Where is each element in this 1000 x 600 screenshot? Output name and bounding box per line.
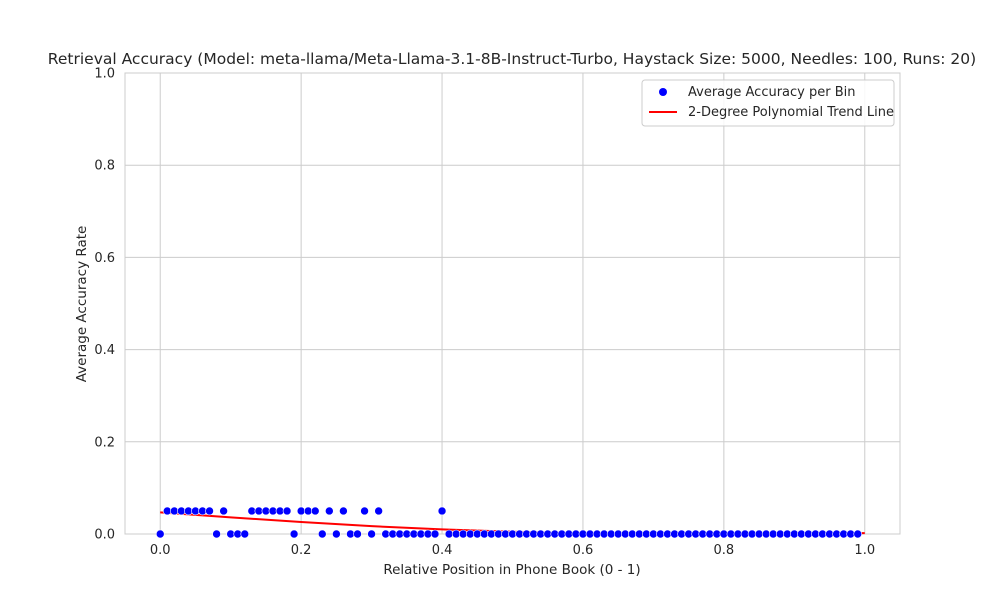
scatter-point xyxy=(317,529,327,539)
y-tick-label: 1.0 xyxy=(94,67,115,82)
x-axis-ticks: 0.0 0.2 0.4 0.6 0.8 1.0 xyxy=(150,543,875,558)
x-tick-label: 0.0 xyxy=(150,543,171,558)
scatter-point xyxy=(325,506,334,516)
y-tick-label: 0.6 xyxy=(94,251,115,266)
chart-title: Retrieval Accuracy (Model: meta-llama/Me… xyxy=(48,50,976,68)
scatter-point xyxy=(212,529,221,539)
scatter-point xyxy=(374,506,383,516)
scatter-point xyxy=(353,529,362,539)
legend-box xyxy=(641,79,895,127)
scatter-point xyxy=(332,529,341,539)
y-tick-label: 0.8 xyxy=(94,159,115,174)
scatter-point xyxy=(437,506,447,516)
scatter-point xyxy=(339,506,348,516)
scatter-point xyxy=(240,529,250,539)
x-tick-label: 0.8 xyxy=(714,543,735,558)
scatter-point xyxy=(310,506,320,516)
x-tick-label: 1.0 xyxy=(854,543,875,558)
x-axis-label: Relative Position in Phone Book (0 - 1) xyxy=(383,562,640,578)
scatter-point xyxy=(282,506,292,516)
scatter-point xyxy=(205,506,214,516)
legend-marker-scatter xyxy=(659,88,667,96)
y-axis-label: Average Accuracy Rate xyxy=(74,226,90,383)
plot-frame xyxy=(124,72,901,535)
scatter-point xyxy=(289,529,299,539)
scatter-point xyxy=(219,506,228,516)
x-tick-label: 0.6 xyxy=(573,543,594,558)
scatter-point xyxy=(155,529,165,539)
scatter-point xyxy=(367,529,376,539)
scatter-point xyxy=(360,506,369,516)
legend-label-trend: 2-Degree Polynomial Trend Line xyxy=(688,105,894,120)
grid-lines xyxy=(125,72,900,535)
scatter-point xyxy=(853,529,863,539)
legend: Average Accuracy per Bin 2-Degree Polyno… xyxy=(641,79,895,127)
x-tick-label: 0.2 xyxy=(291,543,312,558)
scatter-points-layer xyxy=(155,506,863,539)
y-axis-ticks: 0.0 0.2 0.4 0.6 0.8 1.0 xyxy=(94,67,115,543)
x-tick-label: 0.4 xyxy=(432,543,453,558)
y-tick-label: 0.2 xyxy=(94,435,115,450)
y-tick-label: 0.0 xyxy=(94,528,115,543)
scatter-point xyxy=(430,529,440,539)
legend-label-scatter: Average Accuracy per Bin xyxy=(688,85,856,100)
y-tick-label: 0.4 xyxy=(94,343,115,358)
